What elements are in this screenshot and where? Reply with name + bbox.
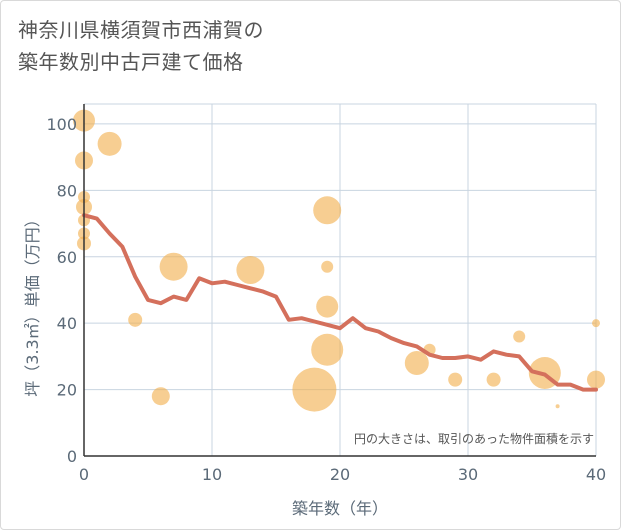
y-axis-label: 坪（3.3㎡）単価（万円） bbox=[23, 211, 42, 396]
title-line-1: 神奈川県横須賀市西浦賀の bbox=[18, 18, 264, 42]
x-tick-label: 20 bbox=[330, 465, 350, 484]
scatter-point bbox=[292, 367, 337, 412]
scatter-point bbox=[311, 333, 344, 366]
scatter-point bbox=[316, 295, 339, 318]
x-axis-label: 築年数（年） bbox=[292, 499, 388, 518]
x-tick-label: 0 bbox=[79, 465, 89, 484]
scatter-point bbox=[513, 330, 526, 343]
size-annotation: 円の大きさは、取引のあった物件面積を示す bbox=[354, 431, 594, 446]
scatter-point bbox=[313, 196, 342, 225]
scatter-points bbox=[73, 109, 605, 412]
y-tick-label: 40 bbox=[57, 314, 77, 333]
scatter-point bbox=[97, 131, 122, 156]
x-tick-label: 40 bbox=[586, 465, 606, 484]
scatter-point bbox=[236, 256, 265, 285]
y-tick-label: 60 bbox=[57, 248, 77, 267]
scatter-point bbox=[587, 370, 605, 389]
title-line-2: 築年数別中古戸建て価格 bbox=[18, 50, 244, 74]
x-tick-label: 30 bbox=[458, 465, 478, 484]
axes bbox=[83, 104, 596, 457]
scatter-point bbox=[321, 260, 334, 273]
scatter-point bbox=[448, 372, 463, 387]
scatter-point bbox=[555, 404, 560, 409]
trend-line bbox=[82, 213, 598, 392]
y-tick-label: 0 bbox=[67, 447, 77, 466]
scatter-point bbox=[128, 312, 143, 327]
scatter-point bbox=[404, 351, 429, 376]
x-tick-label: 10 bbox=[202, 465, 222, 484]
scatter-point bbox=[159, 252, 188, 281]
scatter-point bbox=[151, 387, 170, 406]
y-tick-label: 20 bbox=[57, 381, 77, 400]
trend-line-group bbox=[82, 213, 598, 392]
scatter-point bbox=[486, 372, 501, 387]
chart-title: 神奈川県横須賀市西浦賀の 築年数別中古戸建て価格 bbox=[18, 14, 264, 78]
y-tick-label: 80 bbox=[57, 181, 77, 200]
scatter-point bbox=[592, 319, 600, 328]
tick-labels: 0 10 20 30 40 0 20 40 60 80 100 bbox=[46, 115, 606, 484]
y-tick-label: 100 bbox=[46, 115, 77, 134]
